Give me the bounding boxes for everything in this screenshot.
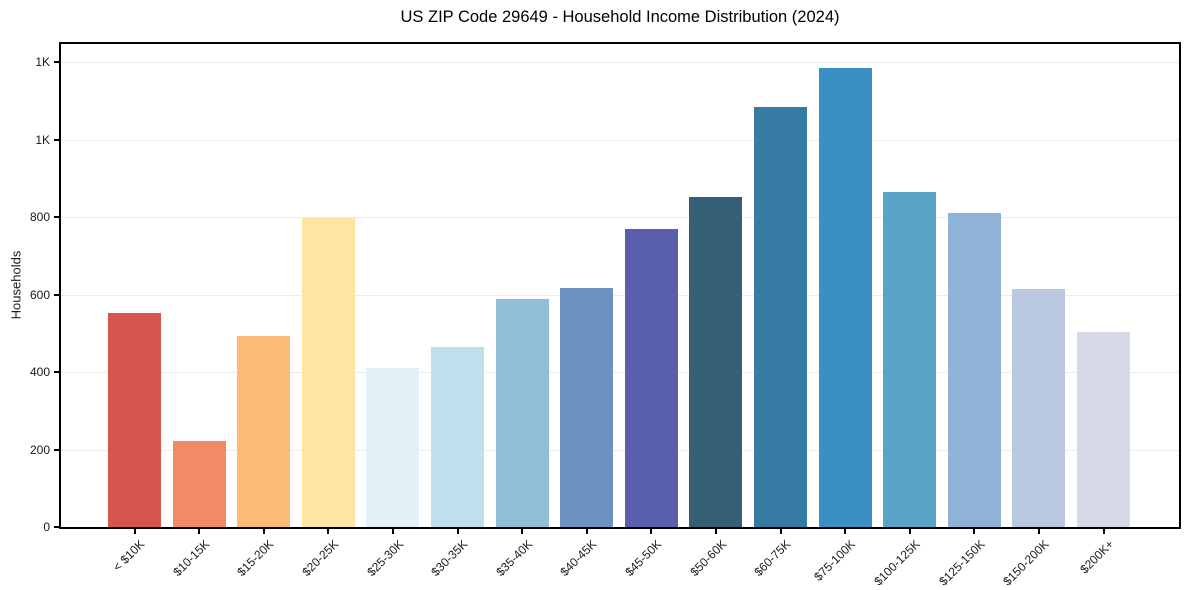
x-tick-label: $100-125K	[871, 537, 923, 589]
bar-$150-200K	[1012, 288, 1066, 527]
y-tick-label: 600	[29, 287, 50, 302]
bar-$35-40K	[495, 298, 549, 527]
y-tick-label: 1K	[35, 55, 50, 70]
x-tick-mark	[779, 529, 782, 534]
x-tick-mark	[521, 529, 524, 534]
y-tick-label: 1K	[35, 132, 50, 147]
y-tick-label: 800	[29, 210, 50, 225]
y-tick-mark	[54, 526, 59, 528]
bar-$45-50K	[624, 228, 678, 527]
y-tick-mark	[54, 371, 59, 374]
x-tick-label: $15-20K	[234, 537, 277, 579]
x-tick-mark	[1102, 529, 1105, 534]
y-tick-label: 0	[43, 520, 50, 534]
y-tick-mark	[54, 448, 59, 451]
bar-< $10K	[108, 312, 161, 527]
bar-$100-125K	[883, 192, 937, 527]
gridline	[61, 139, 1179, 141]
bar-$50-60K	[689, 197, 743, 527]
x-tick-mark	[262, 529, 265, 534]
bar-$30-35K	[431, 347, 484, 527]
x-tick-mark	[908, 529, 911, 534]
bar-$40-45K	[560, 287, 614, 527]
x-tick-label: $10-15K	[170, 537, 213, 579]
gridline	[61, 294, 1179, 296]
gridline	[61, 62, 1179, 64]
x-tick-label: $25-30K	[363, 537, 406, 579]
x-tick-mark	[456, 529, 459, 534]
gridline	[61, 449, 1179, 451]
x-tick-label: $45-50K	[622, 537, 665, 579]
bar-$20-25K	[301, 218, 355, 527]
x-tick-label: $20-25K	[299, 537, 342, 579]
bar-$75-100K	[818, 68, 872, 527]
bar-$200K+	[1077, 331, 1130, 527]
x-tick-label: $30-35K	[428, 537, 471, 579]
y-tick-mark	[54, 216, 59, 219]
x-tick-mark	[844, 529, 847, 534]
x-tick-mark	[714, 529, 717, 534]
y-tick-label: 200	[29, 442, 50, 457]
x-tick-label: < $10K	[110, 537, 148, 575]
chart-title: US ZIP Code 29649 - Household Income Dis…	[400, 8, 840, 26]
x-tick-label: $60-75K	[751, 537, 794, 579]
gridline	[61, 217, 1179, 219]
bar-$10-15K	[172, 441, 226, 527]
x-tick-mark	[1037, 529, 1040, 534]
x-tick-mark	[585, 529, 588, 534]
x-tick-mark	[973, 529, 976, 534]
x-tick-mark	[391, 529, 394, 534]
x-tick-mark	[650, 529, 653, 534]
x-tick-mark	[198, 529, 201, 534]
y-tick-label: 400	[29, 365, 50, 380]
y-tick-mark	[54, 138, 59, 141]
x-tick-mark	[327, 529, 330, 534]
x-tick-label: $150-200K	[1000, 537, 1052, 589]
bar-$125-150K	[947, 212, 1001, 527]
x-tick-label: $35-40K	[493, 537, 536, 579]
x-tick-mark	[133, 529, 136, 534]
y-tick-mark	[54, 61, 59, 64]
bar-$60-75K	[754, 107, 807, 527]
y-tick-mark	[54, 293, 59, 296]
x-tick-label: $40-45K	[557, 537, 600, 579]
x-tick-label: $125-150K	[935, 537, 988, 589]
bar-$25-30K	[366, 367, 420, 527]
x-tick-label: $75-100K	[811, 537, 859, 584]
x-tick-label: $50-60K	[686, 537, 729, 579]
x-tick-label: $200K+	[1077, 537, 1117, 577]
bar-$15-20K	[237, 336, 291, 527]
gridline	[61, 372, 1179, 374]
